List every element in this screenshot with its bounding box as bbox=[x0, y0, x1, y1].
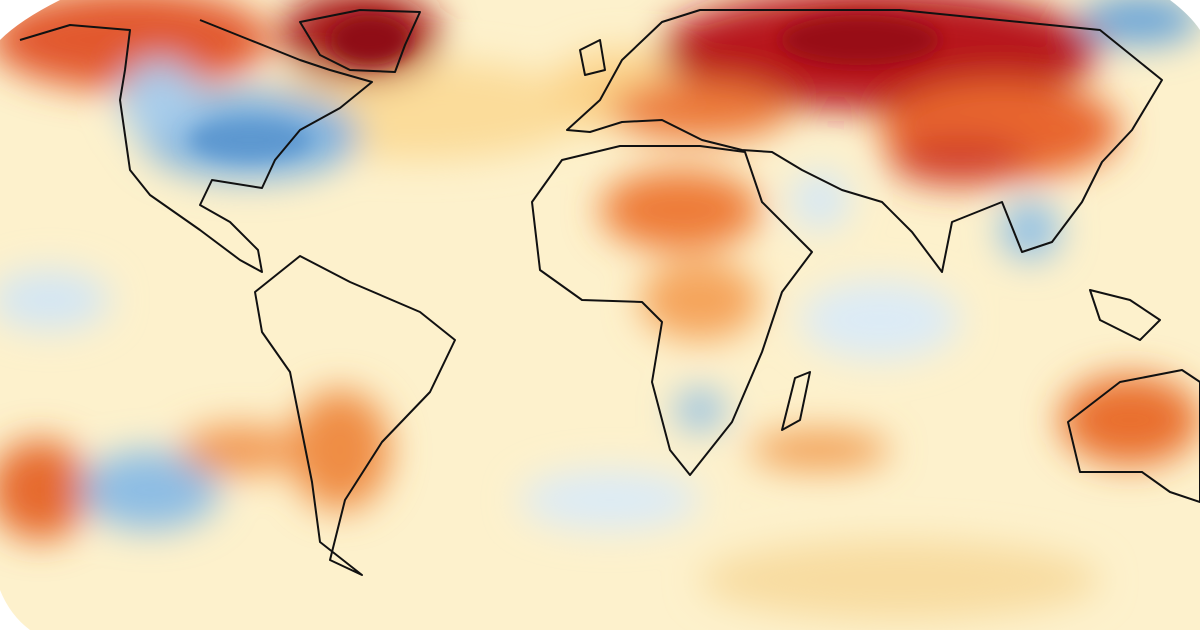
frame-corner bbox=[1170, 0, 1200, 30]
coastlines bbox=[19, 9, 1200, 576]
frame-corner bbox=[0, 0, 60, 40]
anomaly-detail bbox=[190, 15, 940, 160]
frame-corner bbox=[0, 590, 30, 630]
